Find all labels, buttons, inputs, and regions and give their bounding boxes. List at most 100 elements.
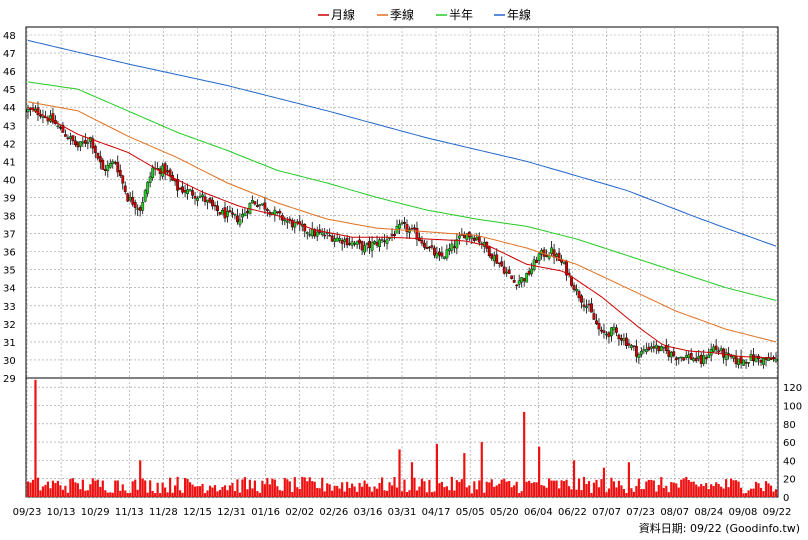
price-tick-label: 31 xyxy=(3,338,16,349)
volume-bar xyxy=(670,482,673,497)
volume-bar xyxy=(697,486,700,497)
volume-bar xyxy=(316,487,319,497)
volume-bar xyxy=(226,490,229,497)
candle-up xyxy=(659,345,663,352)
candle-down xyxy=(647,346,651,351)
volume-bar xyxy=(727,487,730,497)
candle-up xyxy=(639,350,643,355)
volume-bar xyxy=(485,481,488,497)
volume-bar xyxy=(707,488,710,497)
volume-bar xyxy=(528,480,531,497)
volume-bar xyxy=(341,482,344,497)
candle-up xyxy=(505,271,509,274)
candle-down xyxy=(126,193,130,202)
candle-up xyxy=(649,346,653,349)
volume-bar xyxy=(56,480,60,497)
candle-down xyxy=(652,346,656,349)
volume-bar xyxy=(291,491,294,497)
volume-bar xyxy=(114,480,117,497)
candle-up xyxy=(719,348,723,351)
candle-up xyxy=(737,358,741,365)
candle-up xyxy=(373,241,376,244)
date-axis-ticks: 09/23 10/13 10/29 11/13 11/28 12/15 12/31 01/16… xyxy=(13,507,792,518)
candle-down xyxy=(393,233,396,237)
volume-bar xyxy=(266,478,269,497)
volume-bar xyxy=(742,493,745,497)
volume-bar xyxy=(525,481,528,497)
candle-down xyxy=(303,223,307,232)
volume-bar xyxy=(188,482,192,497)
volume-bar xyxy=(356,491,359,497)
volume-bar xyxy=(597,487,601,497)
candle-down xyxy=(722,348,726,358)
candle-down xyxy=(138,207,142,211)
candle-down xyxy=(522,278,526,282)
candle-down xyxy=(694,357,698,362)
candle-down xyxy=(577,291,581,299)
volume-bar xyxy=(398,449,401,497)
candle-up xyxy=(285,220,289,223)
date-tick-label: 08/07 xyxy=(660,507,689,518)
candle-up xyxy=(445,249,449,259)
volume-bar xyxy=(759,487,763,497)
candle-down xyxy=(96,152,100,159)
volume-bar xyxy=(642,489,645,497)
candle-up xyxy=(442,256,446,259)
candle-up xyxy=(742,359,745,366)
volume-bar xyxy=(460,479,463,497)
volume-bar xyxy=(680,479,683,497)
candle-down xyxy=(103,169,107,172)
candle-up xyxy=(749,354,753,361)
volume-bar xyxy=(769,485,773,497)
volume-bar xyxy=(570,489,573,497)
date-tick-label: 06/22 xyxy=(558,507,587,518)
candle-down xyxy=(93,145,97,153)
volume-bar xyxy=(99,486,102,497)
volume-bar xyxy=(276,486,279,497)
volume-bar xyxy=(615,487,618,497)
volume-bar xyxy=(523,411,526,497)
volume-bar xyxy=(380,477,384,497)
candle-up xyxy=(353,243,357,245)
volume-bar xyxy=(251,488,254,497)
candle-up xyxy=(106,165,110,172)
candle-down xyxy=(228,210,232,213)
volume-bar xyxy=(470,493,473,497)
volume-bar xyxy=(518,493,521,497)
candle-up xyxy=(774,358,778,362)
candle-down xyxy=(328,234,332,237)
volume-bar xyxy=(483,492,486,497)
volume-bar xyxy=(543,485,546,497)
volume-bar xyxy=(323,491,326,497)
candle-down xyxy=(682,357,686,361)
volume-bar xyxy=(435,443,439,497)
volume-bar xyxy=(71,478,74,497)
candle-up xyxy=(537,253,541,261)
volume-bar xyxy=(236,479,239,497)
candle-up xyxy=(585,306,588,309)
volume-bar xyxy=(393,477,396,497)
volume-bar xyxy=(587,481,591,497)
volume-bar xyxy=(725,479,728,497)
volume-bar xyxy=(620,485,623,497)
volume-bar xyxy=(468,485,471,497)
volume-bar xyxy=(119,490,122,497)
volume-bar xyxy=(69,479,72,497)
volume-bar xyxy=(687,479,690,497)
volume-bar xyxy=(717,483,720,497)
volume-bar xyxy=(54,483,57,497)
volume-bar xyxy=(283,477,286,497)
volume-bar xyxy=(238,492,242,497)
candle-down xyxy=(587,303,591,306)
candle-down xyxy=(323,234,327,237)
volume-bar xyxy=(273,479,276,497)
volume-bar xyxy=(181,492,184,497)
volume-bar xyxy=(378,483,381,497)
volume-bar xyxy=(732,480,735,497)
candle-down xyxy=(358,239,362,244)
candle-down xyxy=(76,142,80,148)
candle-down xyxy=(672,351,676,356)
candle-down xyxy=(236,215,239,223)
volume-bar xyxy=(36,477,40,497)
